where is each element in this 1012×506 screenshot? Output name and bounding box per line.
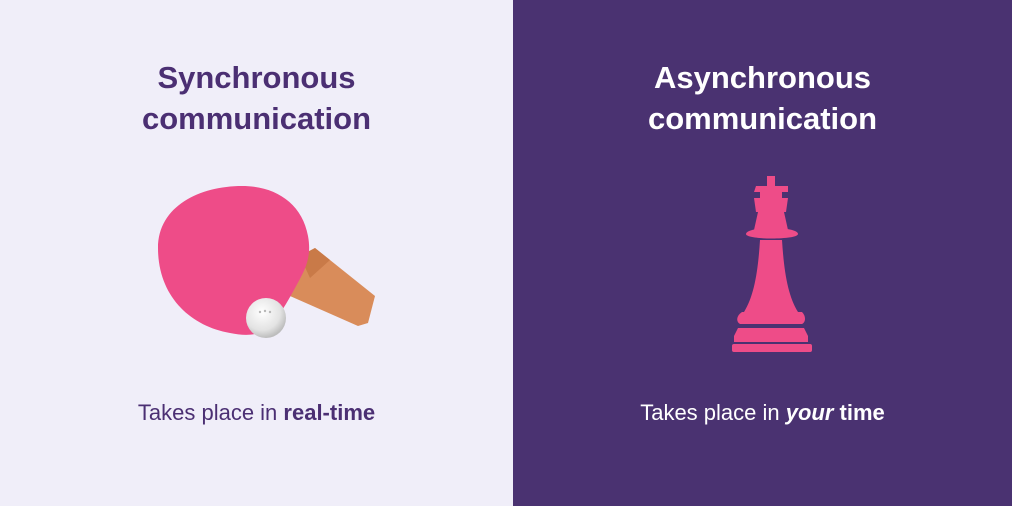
asynchronous-title-line1: Asynchronous [653,60,872,95]
synchronous-caption-prefix: Takes place in [137,400,284,425]
asynchronous-caption: Takes place in your time [513,398,1012,428]
synchronous-caption: Takes place in real-time [0,398,513,428]
asynchronous-title: Asynchronous communication [513,57,1012,139]
asynchronous-title-line2: communication [647,101,878,136]
synchronous-panel: Synchronous communication [0,0,513,506]
synchronous-title-line2: communication [141,101,372,136]
asynchronous-caption-prefix: Takes place in [640,400,786,425]
asynchronous-panel: Asynchronous communication Takes place i… [513,0,1012,506]
ping-pong-paddle-icon [150,178,390,348]
asynchronous-caption-emphasis: your [785,400,834,425]
synchronous-title: Synchronous communication [0,57,513,139]
synchronous-caption-emphasis: real-time [283,400,376,425]
asynchronous-caption-suffix: time [833,400,885,425]
chess-queen-icon [722,172,822,362]
synchronous-title-line1: Synchronous [157,60,356,95]
